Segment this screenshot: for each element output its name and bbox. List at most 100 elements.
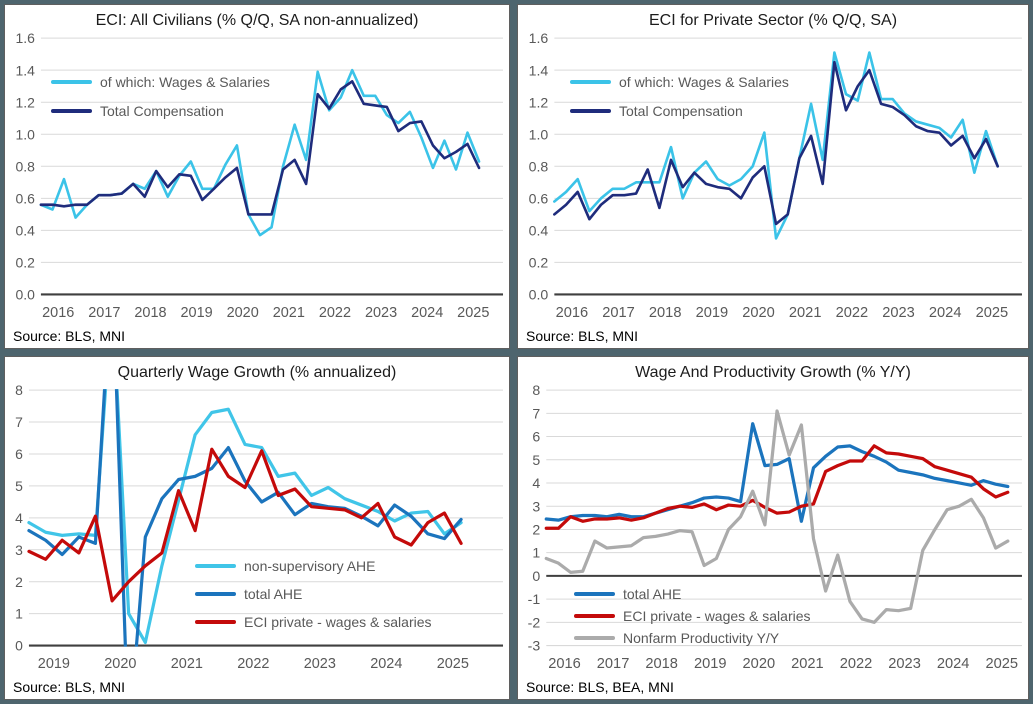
series-line [553, 51, 1000, 240]
legend-item-wages-salaries: of which: Wages & Salaries [51, 74, 270, 90]
svg-text:2023: 2023 [882, 305, 915, 321]
svg-text:-1: -1 [528, 592, 541, 608]
series-line [27, 447, 463, 603]
svg-text:2020: 2020 [743, 656, 776, 672]
svg-text:4: 4 [15, 510, 23, 526]
svg-text:2020: 2020 [227, 305, 259, 321]
svg-text:2018: 2018 [134, 305, 166, 321]
series-line [544, 422, 1010, 523]
svg-text:2019: 2019 [696, 305, 729, 321]
svg-text:2020: 2020 [104, 656, 136, 672]
svg-text:2022: 2022 [836, 305, 869, 321]
svg-text:0: 0 [532, 569, 540, 585]
legend-item-total-compensation: Total Compensation [570, 103, 789, 119]
chart-panel-quarterly-wage-growth: Quarterly Wage Growth (% annualized) 0 1 2… [4, 356, 510, 700]
chart-title: ECI for Private Sector (% Q/Q, SA) [648, 12, 898, 29]
legend-swatch-wages-salaries [570, 80, 611, 84]
plot-area: 0.0 0.2 0.4 0.6 0.8 1.0 1.2 1.4 1.6 2016 2017 2018 2… [5, 30, 509, 327]
gridlines [40, 37, 504, 295]
svg-text:2023: 2023 [365, 305, 397, 321]
svg-text:3: 3 [15, 542, 23, 558]
svg-text:7: 7 [15, 414, 23, 430]
svg-text:1.2: 1.2 [529, 95, 549, 111]
chart-panel-eci-private-sector: ECI for Private Sector (% Q/Q, SA) 0.0 0.… [517, 4, 1029, 349]
svg-text:2020: 2020 [742, 305, 775, 321]
line-chart-quarterly-wage-growth: 0 1 2 3 4 5 6 7 8 2019 2020 2021 2022 2023 2024 2025 [15, 382, 504, 672]
svg-text:6: 6 [15, 446, 23, 462]
svg-text:1: 1 [532, 546, 540, 562]
chart-title: Quarterly Wage Growth (% annualized) [117, 364, 397, 381]
svg-text:2017: 2017 [88, 305, 120, 321]
svg-text:0.8: 0.8 [16, 158, 36, 174]
svg-text:0.2: 0.2 [16, 254, 36, 270]
y-axis-labels: 0.0 0.2 0.4 0.6 0.8 1.0 1.2 1.4 1.6 [529, 31, 549, 303]
svg-text:-2: -2 [528, 615, 541, 631]
x-axis-labels: 2019 2020 2021 2022 2023 2024 2025 [38, 656, 469, 672]
source-note: Source: BLS, BEA, MNI [526, 679, 674, 695]
chart-title: ECI: All Civilians (% Q/Q, SA non-annual… [95, 12, 419, 29]
svg-text:8: 8 [15, 382, 23, 398]
svg-text:2017: 2017 [602, 305, 635, 321]
legend-item-nonfarm-productivity: Nonfarm Productivity Y/Y [574, 630, 811, 646]
svg-text:1.2: 1.2 [16, 94, 36, 110]
legend-swatch-wages-salaries [51, 80, 92, 84]
svg-text:2022: 2022 [237, 656, 269, 672]
svg-text:2021: 2021 [171, 656, 203, 672]
svg-text:0.6: 0.6 [529, 191, 549, 207]
series-line [27, 389, 463, 647]
svg-text:2021: 2021 [789, 305, 822, 321]
legend-label: non-supervisory AHE [244, 558, 376, 574]
chart-title: Wage And Productivity Growth (% Y/Y) [635, 364, 911, 381]
svg-text:2021: 2021 [273, 305, 305, 321]
svg-text:1.4: 1.4 [529, 63, 549, 79]
svg-text:2024: 2024 [370, 656, 402, 672]
svg-text:2022: 2022 [319, 305, 351, 321]
legend-item-eci-private-wages-salaries: ECI private - wages & salaries [574, 608, 811, 624]
svg-text:4: 4 [532, 476, 540, 492]
svg-text:7: 7 [532, 406, 540, 422]
svg-text:5: 5 [15, 478, 23, 494]
legend-label: Total Compensation [100, 103, 224, 119]
svg-text:8: 8 [532, 383, 540, 399]
legend-swatch-total-compensation [51, 109, 92, 113]
svg-text:2016: 2016 [548, 656, 581, 672]
svg-text:0: 0 [15, 638, 23, 654]
x-axis-labels: 2016 2017 2018 2019 2020 2021 2022 2023 2024 2025 [556, 305, 1009, 321]
svg-text:2: 2 [532, 522, 540, 538]
source-note: Source: BLS, MNI [13, 328, 126, 344]
svg-text:0.4: 0.4 [529, 223, 549, 239]
legend-swatch-total-ahe [574, 591, 615, 597]
svg-text:2025: 2025 [985, 656, 1018, 672]
svg-text:2025: 2025 [976, 305, 1009, 321]
legend-item-total-compensation: Total Compensation [51, 103, 270, 119]
legend-label: ECI private - wages & salaries [244, 614, 432, 630]
y-axis-labels: 0.0 0.2 0.4 0.6 0.8 1.0 1.2 1.4 1.6 [16, 30, 36, 302]
legend-label: total AHE [623, 586, 682, 602]
series-line [553, 60, 1000, 226]
svg-text:5: 5 [532, 453, 540, 469]
svg-text:1.0: 1.0 [16, 126, 36, 142]
x-axis-labels: 2016 2017 2018 2019 2020 2021 2022 2023 2024 2025 [548, 656, 1018, 672]
svg-text:2023: 2023 [304, 656, 336, 672]
legend: of which: Wages & Salaries Total Compens… [570, 74, 789, 119]
svg-text:0.2: 0.2 [529, 255, 549, 271]
svg-text:2023: 2023 [888, 656, 921, 672]
legend-swatch-eci-private [195, 619, 236, 625]
legend: non-supervisory AHE total AHE ECI privat… [195, 558, 432, 630]
svg-text:2018: 2018 [645, 656, 678, 672]
legend-label: of which: Wages & Salaries [100, 74, 270, 90]
legend-label: ECI private - wages & salaries [623, 608, 811, 624]
y-axis-labels: -3 -2 -1 0 1 2 3 4 5 6 7 8 [528, 383, 541, 654]
svg-text:1.0: 1.0 [529, 127, 549, 143]
legend: of which: Wages & Salaries Total Compens… [51, 74, 270, 119]
source-note: Source: BLS, MNI [13, 679, 126, 695]
svg-text:1: 1 [15, 606, 23, 622]
legend-item-wages-salaries: of which: Wages & Salaries [570, 74, 789, 90]
svg-text:2019: 2019 [180, 305, 212, 321]
svg-text:2024: 2024 [411, 305, 443, 321]
legend: total AHE ECI private - wages & salaries… [574, 586, 811, 646]
svg-text:2022: 2022 [840, 656, 873, 672]
